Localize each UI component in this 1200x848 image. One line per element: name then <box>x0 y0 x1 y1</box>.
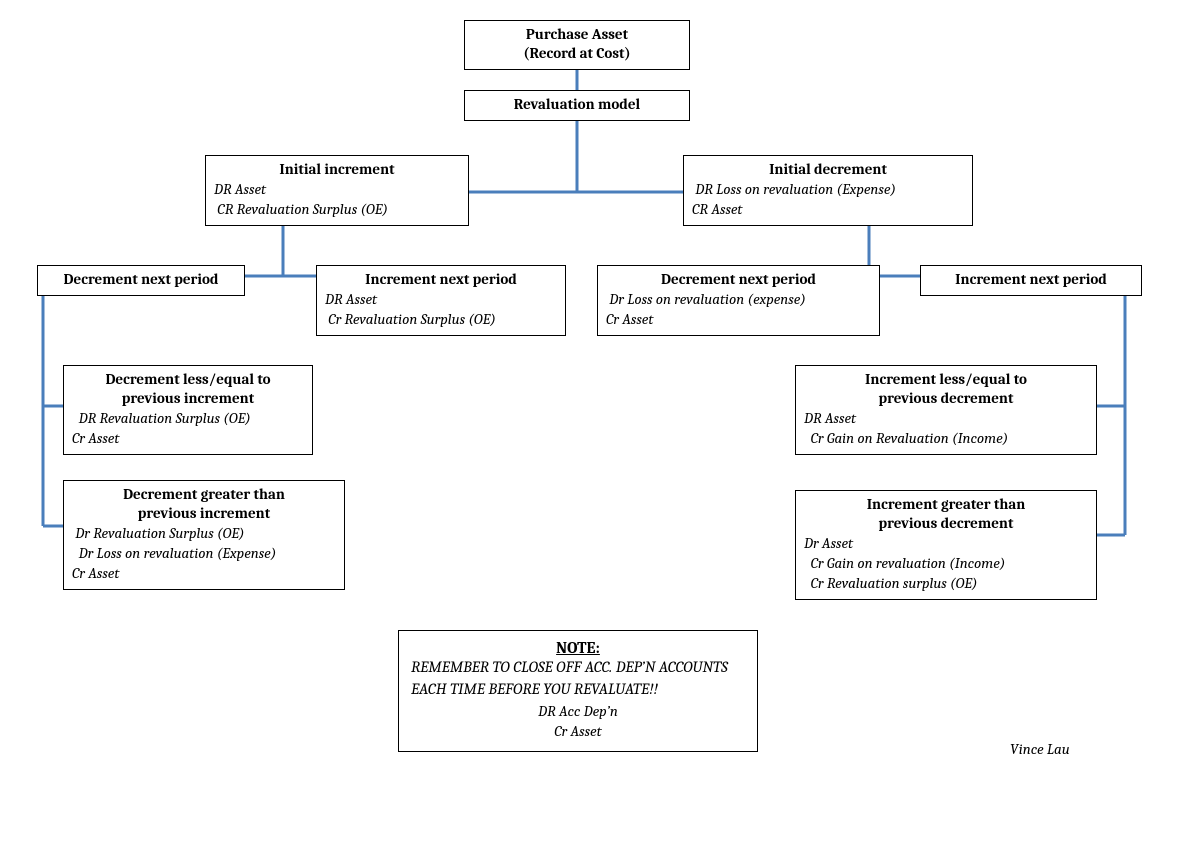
journal-line: Cr Asset <box>606 309 871 329</box>
node-title: Decrement less/equal to <box>72 370 304 389</box>
journal-line: Cr Asset <box>411 722 745 742</box>
author-credit: Vince Lau <box>1010 740 1070 758</box>
node-title: Initial decrement <box>692 160 964 179</box>
journal-line: Dr Asset <box>804 533 1088 553</box>
node-decrement-less-equal: Decrement less/equal to previous increme… <box>63 365 313 455</box>
journal-line: Cr Revaluation Surplus (OE) <box>325 309 557 329</box>
journal-line: Cr Revaluation surplus (OE) <box>804 573 1088 593</box>
journal-line: DR Acc Dep’n <box>411 702 745 722</box>
journal-line: CR Revaluation Surplus (OE) <box>214 199 460 219</box>
node-title: Purchase Asset <box>473 25 681 44</box>
note-title: NOTE: <box>411 639 745 657</box>
node-title: Decrement next period <box>46 270 236 289</box>
journal-line: CR Asset <box>692 199 964 219</box>
node-title: Increment next period <box>929 270 1133 289</box>
flowchart-stage: Purchase Asset (Record at Cost) Revaluat… <box>0 0 1200 848</box>
journal-line: Cr Asset <box>72 428 304 448</box>
node-title: Increment greater than <box>804 495 1088 514</box>
node-decrement-next-left: Decrement next period <box>37 265 245 296</box>
node-title: Increment next period <box>325 270 557 289</box>
node-subtitle: previous decrement <box>804 389 1088 408</box>
node-increment-next-right: Increment next period <box>920 265 1142 296</box>
journal-line: DR Asset <box>214 179 460 199</box>
node-subtitle: previous increment <box>72 504 336 523</box>
node-subtitle: previous increment <box>72 389 304 408</box>
journal-line: Dr Loss on revaluation (expense) <box>606 289 871 309</box>
node-title: Increment less/equal to <box>804 370 1088 389</box>
journal-line: DR Asset <box>325 289 557 309</box>
node-increment-next-left: Increment next period DR Asset Cr Revalu… <box>316 265 566 336</box>
node-subtitle: previous decrement <box>804 514 1088 533</box>
node-title: Revaluation model <box>473 95 681 114</box>
journal-line: DR Revaluation Surplus (OE) <box>72 408 304 428</box>
node-increment-greater: Increment greater than previous decremen… <box>795 490 1097 600</box>
note-body: REMEMBER TO CLOSE OFF ACC. DEP’N ACCOUNT… <box>411 657 745 700</box>
note-box: NOTE: REMEMBER TO CLOSE OFF ACC. DEP’N A… <box>398 630 758 752</box>
node-decrement-greater: Decrement greater than previous incremen… <box>63 480 345 590</box>
node-revaluation-model: Revaluation model <box>464 90 690 121</box>
node-purchase-asset: Purchase Asset (Record at Cost) <box>464 20 690 70</box>
journal-line: DR Asset <box>804 408 1088 428</box>
journal-line: Cr Gain on revaluation (Income) <box>804 553 1088 573</box>
journal-line: Dr Revaluation Surplus (OE) <box>72 523 336 543</box>
node-subtitle: (Record at Cost) <box>473 44 681 63</box>
journal-line: Cr Gain on Revaluation (Income) <box>804 428 1088 448</box>
node-title: Decrement greater than <box>72 485 336 504</box>
node-initial-increment: Initial increment DR Asset CR Revaluatio… <box>205 155 469 226</box>
node-title: Decrement next period <box>606 270 871 289</box>
node-title: Initial increment <box>214 160 460 179</box>
journal-line: Dr Loss on revaluation (Expense) <box>72 543 336 563</box>
node-increment-less-equal: Increment less/equal to previous decreme… <box>795 365 1097 455</box>
journal-line: DR Loss on revaluation (Expense) <box>692 179 964 199</box>
journal-line: Cr Asset <box>72 563 336 583</box>
node-initial-decrement: Initial decrement DR Loss on revaluation… <box>683 155 973 226</box>
node-decrement-next-right: Decrement next period Dr Loss on revalua… <box>597 265 880 336</box>
